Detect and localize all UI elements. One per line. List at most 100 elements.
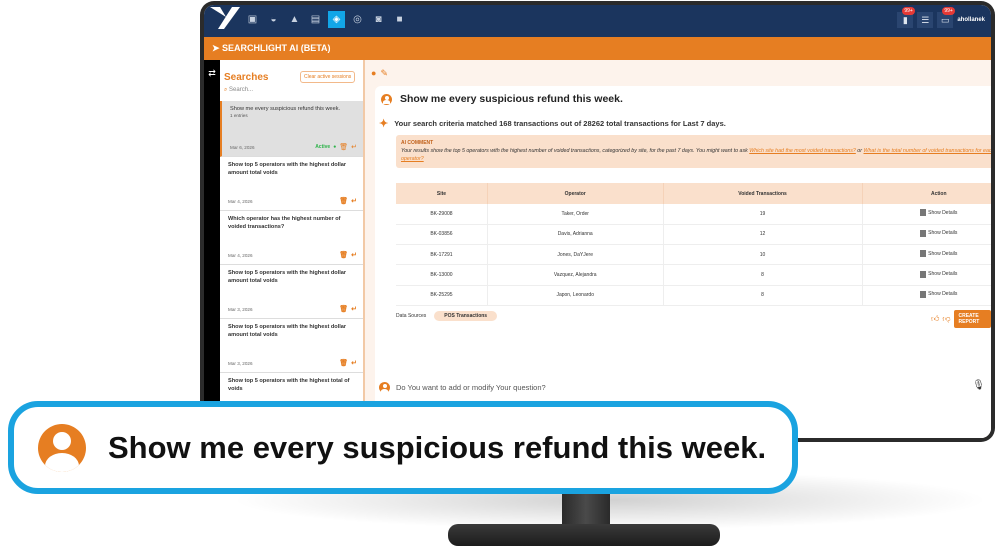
item-text: Which operator has the highest number of… [228, 216, 341, 231]
details-icon [920, 229, 927, 237]
data-source-chip[interactable]: POS Transactions [434, 311, 498, 321]
suggestion-link-2[interactable]: What is the total number of voided trans… [401, 148, 991, 163]
show-details-button[interactable]: Show Details [920, 229, 957, 237]
show-details-label: Show Details [928, 291, 958, 298]
user-avatar-icon [379, 382, 390, 393]
toggle-sidebar-button[interactable]: ⇄ [204, 60, 220, 438]
table-row: BK-25295 Japon, Leonardo 8 Show Details [396, 285, 991, 306]
table-cell: Vazquez, Alejandra [487, 264, 664, 286]
search-history-item[interactable]: Show top 5 operators with the highest do… [220, 157, 363, 211]
details-icon [920, 270, 927, 278]
suggestion-link-1[interactable]: Which site had the most voided transacti… [749, 148, 856, 154]
camera-icon[interactable]: ◒ [270, 14, 277, 25]
app-header: ➤ SEARCHLIGHT AI (BETA) [204, 37, 991, 60]
column-header: Action [862, 183, 991, 204]
create-report-button[interactable]: CREATE REPORT [953, 310, 991, 328]
app-title: SEARCHLIGHT AI (BETA) [222, 43, 331, 53]
search-history-item[interactable]: Which operator has the highest number of… [220, 211, 363, 265]
question-placeholder: Do You want to add or modify Your questi… [396, 383, 546, 392]
settings-icon[interactable]: ◎ [353, 14, 362, 25]
thumbs-down-icon[interactable]: 👎︎ [942, 314, 951, 323]
ai-comment-heading: AI COMMENT [401, 140, 434, 146]
item-date: Mar 3, 2026 [228, 361, 253, 367]
delete-icon[interactable]: 🗑︎ [339, 359, 349, 367]
show-details-button[interactable]: Show Details [920, 209, 958, 217]
active-status: Active [315, 144, 331, 150]
thumbs-up-icon[interactable]: 👍︎ [931, 314, 940, 323]
ai-comment-text: Your results show the top 5 operators wi… [401, 148, 750, 154]
results-table: Site Operator Voided Transactions Action BK-… [396, 183, 991, 306]
item-date: Mar 4, 2026 [228, 199, 253, 205]
message-badge: 99+ [942, 7, 955, 15]
app-screen: ▣ ◒ ▲ ▤ ◈ ◎ ◙ ■ ▮ 99+ ☰ ▭ 99+ ahollanek ➤ SEARCHL… [204, 5, 991, 438]
messages-button[interactable]: ▭ 99+ [937, 7, 955, 28]
search-history-item[interactable]: Show top 5 operators with the highest do… [220, 265, 363, 319]
item-date: Mar 4, 2026 [228, 253, 253, 259]
table-cell: BK-13000 [396, 264, 488, 286]
username[interactable]: ahollanek [957, 17, 985, 23]
table-cell: BK-17291 [396, 244, 488, 266]
show-details-button[interactable]: Show Details [920, 270, 958, 278]
show-details-button[interactable]: Show Details [920, 290, 958, 298]
details-icon [920, 209, 927, 217]
table-row: BK-13000 Vazquez, Alejandra 8 Show Details [396, 264, 991, 286]
table-cell: Davis, Adrianna [487, 224, 664, 246]
delete-icon[interactable]: 🗑︎ [339, 197, 349, 205]
delete-icon[interactable]: 🗑︎ [339, 143, 349, 151]
show-details-label: Show Details [928, 271, 958, 278]
item-text: Show top 5 operators with the highest do… [228, 162, 347, 177]
active-dot-icon: ● [333, 144, 337, 150]
sidebar-title: Searches [224, 72, 269, 83]
new-search-icon[interactable]: ✎ [380, 68, 388, 78]
item-text: Show top 5 operators with the highest do… [228, 270, 347, 285]
clear-sessions-button[interactable]: Clear active sessions [300, 71, 356, 83]
microphone-icon[interactable]: 🎙︎ [972, 380, 985, 391]
help-icon[interactable]: ● [371, 68, 377, 78]
question-input[interactable]: Do You want to add or modify Your questi… [379, 382, 546, 393]
dashboard-icon[interactable]: ▣ [247, 14, 258, 25]
show-details-label: Show Details [928, 250, 958, 257]
delete-icon[interactable]: 🗑︎ [339, 251, 349, 259]
resume-icon[interactable]: ↵ [351, 305, 357, 313]
table-cell: BK-29008 [396, 204, 488, 225]
resume-icon[interactable]: ↵ [351, 197, 357, 205]
column-header: Site [396, 183, 488, 204]
monitor-stand-base [448, 524, 720, 546]
searchlight-logo-icon: ➤ [212, 43, 223, 53]
conversation-card: Show me every suspicious refund this wee… [375, 86, 991, 438]
search-history-item[interactable]: Show me every suspicious refund this wee… [220, 101, 363, 157]
resume-icon[interactable]: ↵ [351, 359, 357, 367]
table-cell: 8 [663, 285, 863, 306]
delete-icon[interactable]: 🗑︎ [339, 305, 349, 313]
user-avatar-icon [38, 423, 86, 472]
details-icon [920, 250, 927, 258]
ai-comment: AI COMMENT Your results show the top 5 o… [396, 135, 991, 168]
table-cell: 19 [663, 204, 863, 225]
resume-icon[interactable]: ↵ [351, 143, 357, 151]
item-text: Show top 5 operators with the highest do… [228, 324, 347, 339]
callout-text: Show me every suspicious refund this wee… [108, 429, 767, 465]
menu-button[interactable]: ☰ [917, 12, 934, 28]
show-details-label: Show Details [928, 209, 958, 216]
search-input[interactable]: ⌕ Search... [224, 87, 254, 93]
data-sources-label: Data Sources [396, 313, 427, 319]
search-icon: ⌕ [224, 87, 228, 93]
video-icon[interactable]: ◙ [375, 14, 382, 25]
searchlight-icon[interactable]: ◈ [328, 11, 345, 28]
table-cell: Japon, Leonardo [487, 285, 664, 306]
bell-icon[interactable]: ▲ [289, 14, 300, 25]
or-text: or [855, 148, 864, 154]
report-icon[interactable]: ▤ [310, 14, 321, 25]
question-text: Show me every suspicious refund this wee… [400, 93, 623, 105]
resume-icon[interactable]: ↵ [351, 251, 357, 259]
logo-icon [210, 7, 240, 29]
table-row: BK-17291 Jones, DaYJere 10 Show Details [396, 244, 991, 266]
briefcase-icon[interactable]: ■ [396, 14, 403, 25]
sparkle-icon: ✦ [379, 118, 389, 130]
show-details-button[interactable]: Show Details [920, 250, 958, 258]
notifications-button[interactable]: ▮ 99+ [897, 7, 915, 28]
callout-banner: Show me every suspicious refund this wee… [8, 401, 798, 494]
column-header: Operator [487, 183, 664, 204]
search-history-item[interactable]: Show top 5 operators with the highest do… [220, 319, 363, 373]
item-date: Mar 6, 2026 [230, 145, 255, 151]
